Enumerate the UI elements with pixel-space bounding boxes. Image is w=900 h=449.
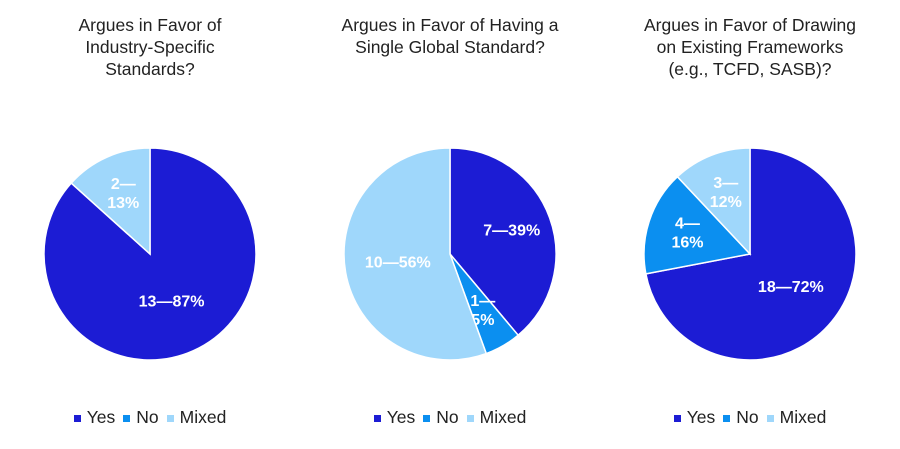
data-label: 13—87% — [139, 294, 205, 311]
pie-slice — [449, 147, 557, 337]
data-label: 1— 5% — [470, 293, 495, 329]
pie-slice — [676, 147, 751, 256]
legend-label: Mixed — [479, 407, 527, 427]
data-label: 3— 12% — [710, 175, 742, 211]
pie-chart: 13—87% 2— 13% — [43, 147, 257, 361]
legend-item: Mixed — [466, 407, 527, 428]
pie-slice — [643, 175, 752, 275]
data-label: 10—56% — [365, 254, 431, 271]
legend-item: No — [123, 407, 159, 428]
data-label: 18—72% — [758, 279, 824, 296]
legend-item: Mixed — [766, 407, 827, 428]
legend-label: Yes — [86, 407, 116, 427]
legend-label: Yes — [386, 407, 416, 427]
legend-label: Mixed — [179, 407, 227, 427]
legend-item: Yes — [73, 407, 116, 428]
chart-title: Argues in Favor of Industry-Specific Sta… — [78, 15, 222, 79]
legend-swatch — [123, 414, 131, 422]
pie-slice — [70, 147, 151, 256]
legend-swatch — [466, 414, 474, 422]
legend-label: No — [736, 407, 759, 427]
pie-chart: 18—72% 4— 16%3— 12% — [643, 147, 857, 361]
chart-panel: Argues in Favor of Industry-Specific Sta… — [0, 0, 300, 449]
legend-label: Mixed — [779, 407, 827, 427]
legend-item: No — [423, 407, 459, 428]
chart-panel: Argues in Favor of Having a Single Globa… — [300, 0, 600, 449]
data-label: 2— 13% — [107, 176, 139, 212]
legend-label: No — [136, 407, 159, 427]
legend-label: Yes — [686, 407, 716, 427]
legend-swatch — [373, 414, 381, 422]
legend-swatch — [73, 414, 81, 422]
legend-swatch — [166, 414, 174, 422]
legend: Yes No Mixed — [300, 407, 600, 428]
chart-title: Argues in Favor of Drawing on Existing F… — [643, 15, 857, 79]
legend-swatch — [423, 414, 431, 422]
legend-item: Yes — [673, 407, 716, 428]
legend-swatch — [723, 414, 731, 422]
legend: Yes No Mixed — [600, 407, 900, 428]
legend-swatch — [673, 414, 681, 422]
pie-chart: 7—39% 1— 5% 10—56% — [343, 147, 557, 361]
legend-label: No — [436, 407, 459, 427]
legend-item: Mixed — [166, 407, 227, 428]
chart-title: Argues in Favor of Having a Single Globa… — [341, 15, 559, 57]
data-label: 4— 16% — [671, 216, 703, 252]
chart-panel: Argues in Favor of Drawing on Existing F… — [600, 0, 900, 449]
legend-item: No — [723, 407, 759, 428]
legend: Yes No Mixed — [0, 407, 300, 428]
legend-swatch — [766, 414, 774, 422]
pie-slice — [343, 147, 488, 361]
legend-item: Yes — [373, 407, 416, 428]
data-label: 7—39% — [483, 223, 540, 240]
